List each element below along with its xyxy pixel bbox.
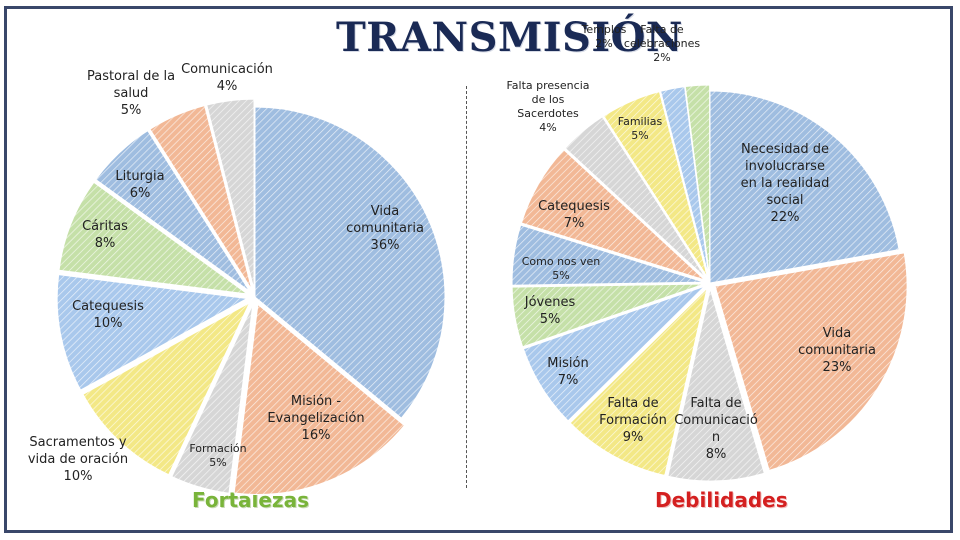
slice-hatch-fortalezas-mision-evangelizacion [234, 304, 405, 495]
label-fortalezas-formacion: Formación 5% [189, 442, 246, 469]
label-debilidades-mision: Misión 7% [547, 356, 588, 388]
label-fortalezas-comunicacion: Comunicación 4% [181, 62, 273, 94]
slide-title: TRANSMISIÓN [336, 14, 683, 61]
slice-hatch-debilidades-vida-comunitaria [715, 252, 908, 471]
label-fortalezas-pastoral-de-la-salud: Pastoral de la salud 5% [87, 69, 175, 118]
label-fortalezas-sacramentos-y-vida-de-oracion: Sacramentos y vida de oración 10% [28, 435, 128, 484]
slice-hatch-debilidades-mision [523, 286, 705, 421]
pie-debilidades [511, 84, 908, 482]
slice-hatch-fortalezas-caritas [59, 182, 248, 295]
label-debilidades-falta-de-formacion: Falta de Formación 9% [599, 396, 667, 445]
slide-frame [4, 6, 953, 533]
label-fortalezas-mision-evangelizacion: Misión -Evangelización 16% [267, 394, 364, 443]
slice-hatch-debilidades-como-nos-ven [512, 225, 705, 286]
pie-fortalezas [56, 98, 446, 495]
slice-hatch-fortalezas-catequesis [57, 274, 248, 391]
slice-hatch-fortalezas-sacramentos-y-vida-de-oracion [83, 302, 250, 475]
label-fortalezas-caritas: Cáritas 8% [82, 219, 128, 251]
label-debilidades-catequesis: Catequesis 7% [538, 199, 610, 231]
label-fortalezas-vida-comunitaria: Vida comunitaria 36% [346, 204, 424, 253]
label-debilidades-familias: Familias 5% [618, 115, 663, 142]
label-debilidades-jovenes: Jóvenes 5% [524, 295, 576, 327]
slice-hatch-fortalezas-vida-comunitaria [255, 107, 446, 419]
label-fortalezas-liturgia: Liturgia 6% [115, 169, 164, 201]
label-debilidades-necesidad-de-involucrarse-en-la-realidad-social: Necesidad de involucrarse en la realidad so… [741, 142, 830, 225]
label-debilidades-templos: Templos 2% [581, 23, 627, 50]
slice-hatch-fortalezas-liturgia [95, 130, 250, 292]
chart-title-debilidades: Debilidades [655, 488, 788, 512]
slice-hatch-debilidades-jovenes [512, 284, 705, 347]
label-debilidades-falta-presencia-de-los-sacerdotes: Falta presencia de los Sacerdotes 4% [506, 79, 589, 134]
slice-hatch-fortalezas-formacion [171, 304, 253, 494]
pie-labels: Vida comunitaria 36% Misión -Evangelización… [28, 23, 876, 484]
slice-hatch-fortalezas-pastoral-de-la-salud [150, 105, 252, 290]
slice-hatch-debilidades-falta-de-comunicacion [667, 288, 765, 481]
slice-hatch-debilidades-familias [603, 91, 708, 278]
label-debilidades-falta-de-comunicacion: Falta de Comunicació n 8% [674, 396, 758, 462]
slice-hatch-debilidades-templos [660, 86, 709, 278]
slice-hatch-debilidades-necesidad-de-involucrarse-en-la-realidad-social [710, 91, 900, 283]
slice-hatch-fortalezas-comunicacion [206, 99, 254, 290]
label-debilidades-como-nos-ven: Como nos ven 5% [522, 255, 601, 282]
label-debilidades-vida-comunitaria: Vida comunitaria 23% [798, 326, 876, 375]
slice-hatch-debilidades-falta-de-formacion [570, 288, 708, 476]
slice-hatch-debilidades-falta-de-celebraciones [685, 85, 710, 278]
slice-hatch-debilidades-catequesis [521, 149, 705, 280]
label-fortalezas-catequesis: Catequesis 10% [72, 299, 144, 331]
label-debilidades-falta-de-celebraciones: Falta de celebraciones 2% [624, 23, 700, 64]
slice-hatch-debilidades-falta-presencia-de-los-sacerdotes [565, 116, 707, 279]
charts-divider [466, 86, 467, 488]
